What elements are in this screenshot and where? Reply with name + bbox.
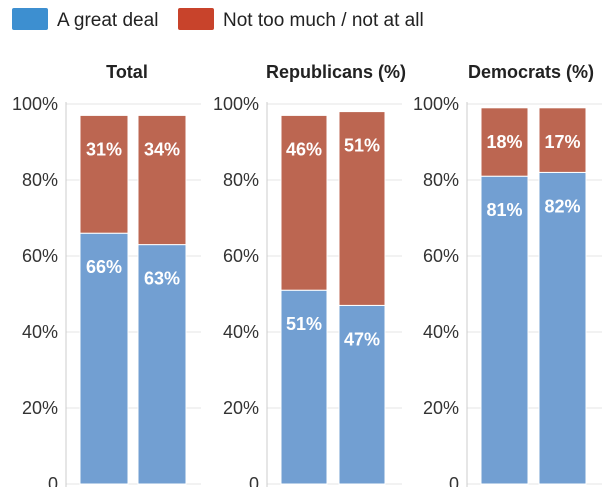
bar-data-label: 47% — [344, 329, 380, 349]
y-tick-label: 20% — [223, 398, 259, 418]
y-tick-label: 100% — [12, 94, 58, 114]
y-tick-label: 100% — [213, 94, 259, 114]
bar-segment-great-deal — [538, 171, 587, 485]
y-tick-label: 60% — [22, 246, 58, 266]
bar-segment-not-too-much — [538, 107, 587, 173]
legend-swatch-2 — [178, 8, 214, 30]
legend-swatch-1 — [12, 8, 48, 30]
bar-segment-not-too-much — [280, 114, 328, 291]
bar-data-label: 82% — [544, 196, 580, 216]
bar-data-label: 63% — [144, 269, 180, 289]
y-tick-label: 60% — [423, 246, 459, 266]
bar-data-label: 81% — [486, 200, 522, 220]
panel-2: Republicans (%) 0 20% 40% 60% 80% 100% 51% 46% 47… — [213, 62, 406, 487]
y-tick-label: 20% — [423, 398, 459, 418]
y-tick-label: 40% — [423, 322, 459, 342]
panel-title: Republicans (%) — [266, 62, 406, 82]
panel-title: Democrats (%) — [468, 62, 594, 82]
bar-segment-great-deal — [79, 232, 129, 485]
bar-data-label: 34% — [144, 139, 180, 159]
y-tick-label: 0 — [449, 474, 459, 487]
y-tick-label: 100% — [413, 94, 459, 114]
bar-data-label: 46% — [286, 139, 322, 159]
bar-segment-not-too-much — [137, 114, 187, 246]
bar-segment-not-too-much — [79, 114, 129, 234]
bar-segment-great-deal — [137, 244, 187, 485]
bar-data-label: 31% — [86, 139, 122, 159]
bar-data-label: 18% — [486, 132, 522, 152]
bar-data-label: 17% — [544, 132, 580, 152]
panel-3: Democrats (%) 0 20% 40% 60% 80% 100% 81% 18% 82% 1… — [413, 62, 602, 487]
y-tick-label: 0 — [249, 474, 259, 487]
y-tick-label: 80% — [22, 170, 58, 190]
y-tick-label: 80% — [423, 170, 459, 190]
legend-label-1: A great deal — [57, 10, 158, 31]
bar-data-label: 51% — [344, 136, 380, 156]
panel-title: Total — [106, 62, 148, 82]
y-tick-label: 40% — [223, 322, 259, 342]
bar-segment-not-too-much — [480, 107, 529, 177]
chart-panels: Total 0 20% 40% 60% 80% 100% 66% 31% 63% 34% Republ… — [12, 62, 602, 487]
bar-segment-not-too-much — [338, 111, 386, 306]
bar-segment-great-deal — [280, 289, 328, 485]
panel-1: Total 0 20% 40% 60% 80% 100% 66% 31% 63% 34% — [12, 62, 201, 487]
bar-data-label: 51% — [286, 314, 322, 334]
bar-segment-great-deal — [338, 304, 386, 485]
bar-segment-great-deal — [480, 175, 529, 485]
y-tick-label: 0 — [48, 474, 58, 487]
y-tick-label: 20% — [22, 398, 58, 418]
y-tick-label: 80% — [223, 170, 259, 190]
y-tick-label: 40% — [22, 322, 58, 342]
bar-data-label: 66% — [86, 257, 122, 277]
legend-label-2: Not too much / not at all — [223, 10, 424, 31]
legend: A great deal Not too much / not at all — [12, 8, 424, 31]
y-tick-label: 60% — [223, 246, 259, 266]
